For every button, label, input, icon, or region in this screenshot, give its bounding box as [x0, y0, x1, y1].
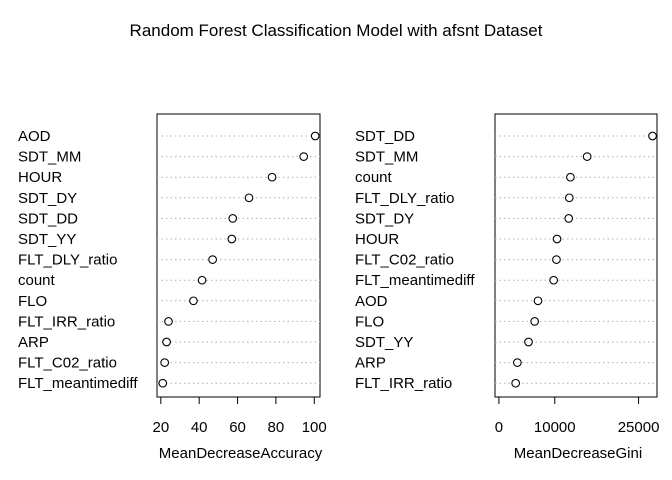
accuracy-variable-label: FLO [18, 293, 47, 310]
gini-x-tick-label: 10000 [534, 419, 576, 436]
gini-data-point [530, 317, 540, 326]
accuracy-variable-label: SDT_MM [18, 149, 81, 166]
gini-variable-label: SDT_YY [355, 334, 413, 351]
gini-data-point [549, 275, 559, 285]
accuracy-data-point [299, 152, 309, 161]
accuracy-data-point [162, 337, 171, 347]
gini-x-axis-label: MeanDecreaseGini [514, 445, 642, 462]
gini-data-point [564, 214, 574, 223]
gini-variable-label: SDT_MM [355, 149, 418, 166]
gini-variable-label: FLT_meantimediff [355, 272, 475, 289]
accuracy-x-axis-label: MeanDecreaseAccuracy [159, 445, 323, 462]
accuracy-variable-label: AOD [18, 128, 51, 145]
accuracy-variable-label: ARP [18, 334, 49, 351]
accuracy-data-point [267, 172, 277, 182]
accuracy-data-point [310, 131, 320, 141]
accuracy-variable-label: SDT_DY [18, 190, 77, 207]
gini-variable-label: FLT_IRR_ratio [355, 375, 452, 392]
gini-data-point [566, 172, 575, 182]
gini-x-tick-label: 25000 [618, 419, 660, 436]
accuracy-panel: AOD SDT_MM HOUR SDT_DY SDT_DD SDT_YY FLT_DLY_r… [18, 113, 327, 462]
accuracy-x-tick-label: 60 [229, 419, 246, 436]
gini-data-point [524, 337, 533, 347]
accuracy-x-tick-label: 20 [152, 419, 169, 436]
gini-variable-label: count [355, 169, 393, 186]
accuracy-x-tick-label: 100 [302, 419, 327, 436]
gini-variable-label: HOUR [355, 231, 399, 248]
chart-title: Random Forest Classification Model with … [130, 21, 543, 40]
gini-variable-label: AOD [355, 293, 388, 310]
accuracy-variable-label: FLT_C02_ratio [18, 355, 117, 372]
gini-variable-label: SDT_DD [355, 128, 415, 145]
accuracy-variable-label: FLT_IRR_ratio [18, 313, 115, 330]
accuracy-data-point [189, 296, 198, 306]
accuracy-variable-label: SDT_YY [18, 231, 76, 248]
gini-variable-label: FLT_C02_ratio [355, 252, 454, 269]
gini-variable-label: ARP [355, 355, 386, 372]
gini-data-point [511, 378, 521, 388]
gini-variable-label: FLO [355, 313, 384, 330]
accuracy-variable-label: count [18, 272, 56, 289]
accuracy-data-point [228, 214, 238, 223]
accuracy-variable-label: FLT_DLY_ratio [18, 252, 118, 269]
gini-data-point [564, 193, 574, 203]
gini-data-point [512, 358, 522, 367]
gini-data-point [582, 152, 592, 161]
accuracy-variable-label: SDT_DD [18, 210, 78, 227]
gini-data-point [648, 131, 657, 141]
accuracy-data-point [208, 255, 217, 264]
gini-variable-label: SDT_DY [355, 210, 414, 227]
accuracy-data-point [244, 193, 254, 203]
accuracy-x-tick-label: 80 [268, 419, 285, 436]
accuracy-data-point [158, 378, 168, 388]
accuracy-data-point [160, 358, 170, 367]
accuracy-data-point [164, 317, 173, 326]
gini-data-point [552, 255, 561, 264]
accuracy-variable-label: FLT_meantimediff [18, 375, 138, 392]
gini-x-tick-label: 0 [495, 419, 503, 436]
gini-data-point [533, 296, 543, 306]
accuracy-variable-label: HOUR [18, 169, 62, 186]
accuracy-x-tick-label: 40 [191, 419, 208, 436]
gini-variable-label: FLT_DLY_ratio [355, 190, 455, 207]
accuracy-data-point [197, 275, 207, 285]
accuracy-data-point [227, 234, 237, 244]
gini-data-point [552, 234, 562, 244]
